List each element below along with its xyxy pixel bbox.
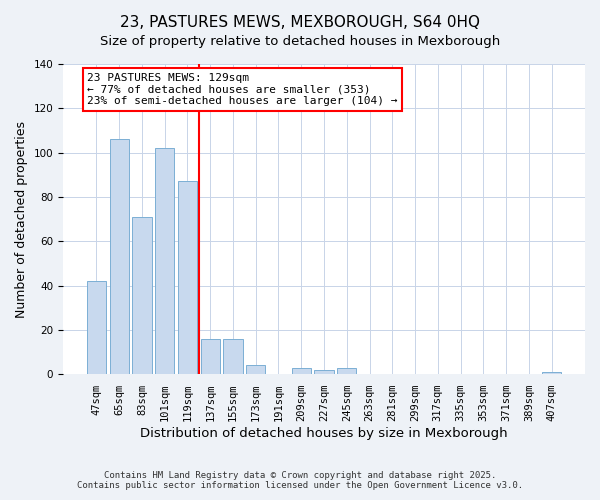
Bar xyxy=(246,366,265,374)
Text: Size of property relative to detached houses in Mexborough: Size of property relative to detached ho… xyxy=(100,35,500,48)
Bar xyxy=(178,182,197,374)
Bar xyxy=(87,281,106,374)
Bar xyxy=(155,148,175,374)
X-axis label: Distribution of detached houses by size in Mexborough: Distribution of detached houses by size … xyxy=(140,427,508,440)
Bar xyxy=(110,140,129,374)
Text: 23 PASTURES MEWS: 129sqm
← 77% of detached houses are smaller (353)
23% of semi-: 23 PASTURES MEWS: 129sqm ← 77% of detach… xyxy=(88,73,398,106)
Bar xyxy=(132,217,152,374)
Bar xyxy=(542,372,561,374)
Bar xyxy=(337,368,356,374)
Bar xyxy=(200,339,220,374)
Text: 23, PASTURES MEWS, MEXBOROUGH, S64 0HQ: 23, PASTURES MEWS, MEXBOROUGH, S64 0HQ xyxy=(120,15,480,30)
Bar xyxy=(314,370,334,374)
Bar xyxy=(223,339,242,374)
Y-axis label: Number of detached properties: Number of detached properties xyxy=(15,120,28,318)
Text: Contains HM Land Registry data © Crown copyright and database right 2025.
Contai: Contains HM Land Registry data © Crown c… xyxy=(77,470,523,490)
Bar xyxy=(292,368,311,374)
